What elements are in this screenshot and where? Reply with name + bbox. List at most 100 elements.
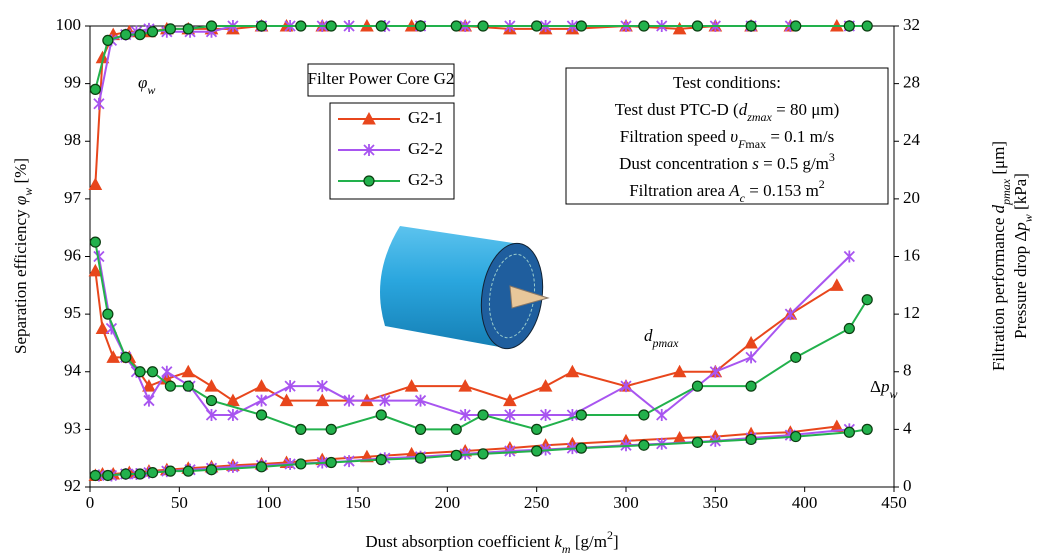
y-tick-label: 93 [64, 418, 81, 437]
filter-image [380, 226, 549, 353]
label-part: w [889, 387, 897, 401]
marker [144, 395, 154, 407]
x-tick-label: 150 [345, 493, 371, 512]
marker [376, 410, 386, 420]
label-part: zmax [746, 110, 772, 124]
x-tick-label: 300 [613, 493, 639, 512]
label-part: υ [730, 127, 738, 146]
marker [296, 424, 306, 434]
marker [746, 21, 756, 31]
marker [478, 449, 488, 459]
label-part: φ [138, 73, 147, 92]
marker [478, 21, 488, 31]
marker [791, 352, 801, 362]
marker [576, 443, 586, 453]
marker [135, 469, 145, 479]
label-part: Dust concentration [619, 154, 752, 173]
y-tick-label: 99 [64, 73, 81, 92]
label-part: [kPa] [1011, 173, 1030, 214]
legend-label: G2-2 [408, 139, 443, 158]
condition-line: Dust concentration s = 0.5 g/m3 [619, 150, 835, 173]
marker [90, 470, 100, 480]
label-part: Filtration speed [620, 127, 730, 146]
marker [862, 21, 872, 31]
condition-line: Test conditions: [673, 73, 781, 92]
marker [256, 380, 268, 391]
y2-tick-label: 16 [903, 245, 920, 264]
label-part: 2 [819, 177, 825, 191]
y2-tick-label: 8 [903, 361, 912, 380]
marker [576, 410, 586, 420]
y2-tick-label: 12 [903, 303, 920, 322]
marker [165, 24, 175, 34]
label-part: Test dust PTC-D ( [615, 100, 739, 119]
label-part: p [1011, 222, 1030, 232]
marker [227, 395, 239, 406]
marker [831, 279, 843, 290]
y-axis-label: Separation efficiency φw [%] [11, 158, 35, 354]
marker [103, 35, 113, 45]
marker [121, 352, 131, 362]
marker [844, 324, 854, 334]
marker [257, 21, 267, 31]
marker [148, 468, 158, 478]
marker [182, 366, 194, 377]
marker [90, 237, 100, 247]
y2-tick-label: 32 [903, 15, 920, 34]
y2-tick-label: 0 [903, 476, 912, 495]
y2-axis-label: Pressure drop Δpw [kPa] [1011, 173, 1035, 339]
x-tick-label: 0 [86, 493, 95, 512]
marker [183, 466, 193, 476]
y-tick-label: 95 [64, 303, 81, 322]
marker [205, 380, 217, 391]
marker [206, 465, 216, 475]
marker [657, 409, 667, 421]
marker [121, 469, 131, 479]
y2-tick-label: 20 [903, 188, 920, 207]
label-part: = 80 μm) [772, 100, 839, 119]
y2-tick-label: 28 [903, 73, 920, 92]
marker [791, 21, 801, 31]
marker [183, 24, 193, 34]
marker [257, 410, 267, 420]
marker [376, 455, 386, 465]
marker [745, 337, 757, 348]
marker [844, 427, 854, 437]
marker [746, 351, 756, 363]
label-part: Filtration performance [989, 213, 1008, 371]
marker [165, 381, 175, 391]
x-tick-label: 250 [524, 493, 550, 512]
marker [532, 424, 542, 434]
marker [183, 381, 193, 391]
marker [135, 30, 145, 40]
chart: Filter Power Core G2 0501001502002503003… [0, 0, 1047, 560]
legend-title: Filter Power Core G2 [308, 69, 455, 88]
x-tick-label: 450 [881, 493, 907, 512]
label-part: Filtration area [629, 181, 729, 200]
x-tick-label: 400 [792, 493, 818, 512]
x-tick-label: 200 [435, 493, 461, 512]
label-part: ] [613, 532, 619, 551]
marker [416, 453, 426, 463]
page: Filter Power Core G2 0501001502002503003… [0, 0, 1047, 560]
marker [639, 21, 649, 31]
label-part: w [147, 83, 155, 97]
marker [326, 424, 336, 434]
label-part: φ [11, 196, 30, 205]
marker [165, 466, 175, 476]
marker [257, 395, 267, 407]
label-part: = 0.5 g/m [759, 154, 829, 173]
y-tick-label: 97 [64, 188, 82, 207]
x-axis-label: Dust absorption coefficient km [g/m2] [365, 528, 618, 556]
marker [296, 21, 306, 31]
label-part: p [880, 377, 890, 396]
marker [103, 309, 113, 319]
label-part: max [745, 137, 766, 151]
legend-marker [364, 176, 374, 186]
marker [532, 21, 542, 31]
marker [791, 432, 801, 442]
marker [416, 424, 426, 434]
label-part: = 0.1 m/s [766, 127, 834, 146]
marker [326, 21, 336, 31]
label-part: 3 [829, 150, 835, 164]
